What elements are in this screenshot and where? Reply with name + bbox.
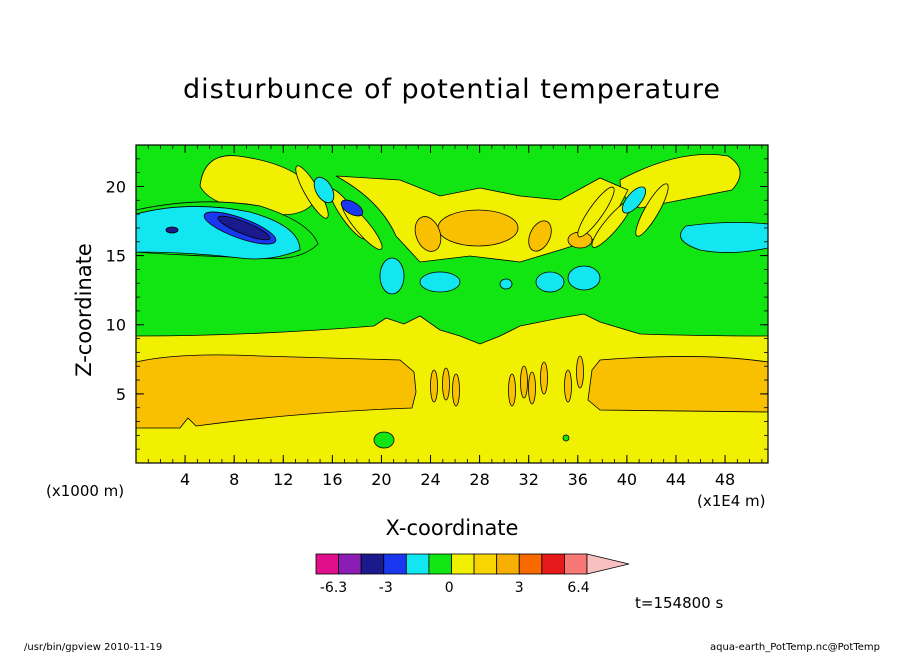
- colorbar-swatch: [405, 553, 430, 575]
- cyan-cell: [535, 271, 565, 293]
- colorbar-swatch: [338, 553, 362, 575]
- orange-streak: [540, 361, 548, 395]
- orange-streak: [452, 373, 460, 407]
- colorbar-swatch: [564, 553, 588, 575]
- time-label: t=154800 s: [635, 594, 724, 612]
- x-tick-label: 24: [420, 470, 440, 489]
- x-tick-label: 44: [666, 470, 686, 489]
- x-tick-label: 8: [229, 470, 239, 489]
- x-tick-label: 20: [371, 470, 391, 489]
- y-tick-label: 5: [116, 385, 126, 404]
- plot-frame: [135, 144, 769, 464]
- band-lower-yellow: [136, 313, 768, 463]
- cyan-right: [680, 222, 768, 253]
- green-blob: [373, 431, 395, 449]
- orange-streak: [576, 355, 584, 389]
- colorbar-swatch: [383, 553, 407, 575]
- footer-program-date: /usr/bin/gpview 2010-11-19: [24, 642, 163, 653]
- cyan-cell: [499, 278, 513, 290]
- x-tick-label: 40: [617, 470, 637, 489]
- colorbar-swatch: [473, 553, 498, 575]
- colorbar: -6.3 -3 0 3 6.4: [315, 553, 630, 596]
- y-axis-label: Z-coordinate: [72, 243, 96, 377]
- cyan-cell: [419, 271, 461, 293]
- x-tick-label: 36: [568, 470, 588, 489]
- colorbar-label: 0: [445, 580, 454, 596]
- orange-streak: [528, 371, 536, 405]
- cyan-cell: [379, 257, 405, 295]
- x-axis-label: X-coordinate: [385, 516, 519, 540]
- band-lower-orange-right: [587, 356, 768, 413]
- x-axis-unit: (x1E4 m): [697, 492, 766, 510]
- upper-core-orange-l: [414, 216, 442, 252]
- y-tick-label: 20: [106, 177, 126, 196]
- orange-streak: [564, 369, 572, 403]
- colorbar-swatch: [428, 553, 452, 575]
- orange-streak: [442, 367, 450, 401]
- colorbar-swatch: [360, 553, 385, 575]
- green-dot: [562, 434, 570, 442]
- yellow-streak: [577, 186, 615, 238]
- orange-streak: [508, 373, 516, 407]
- chart-title: disturbunce of potential temperature: [183, 74, 721, 105]
- colorbar-swatch: [451, 553, 475, 575]
- cyan-streak-upper: [313, 176, 335, 204]
- y-axis-unit: (x1000 m): [46, 482, 125, 500]
- colorbar-label: -6.3: [320, 580, 347, 596]
- x-tick-label: 4: [180, 470, 190, 489]
- footer-source-file: aqua-earth_PotTemp.nc@PotTemp: [710, 642, 880, 653]
- blue-spot-upper: [340, 199, 364, 217]
- colorbar-swatch: [496, 553, 520, 575]
- navy-left-small: [165, 226, 179, 234]
- colorbar-swatch: [315, 553, 339, 575]
- x-tick-label: 48: [715, 470, 735, 489]
- band-lower-orange-left: [136, 354, 417, 429]
- colorbar-swatch: [518, 553, 543, 575]
- cyan-streak-right: [622, 186, 646, 214]
- y-tick-label: 10: [106, 316, 126, 335]
- y-tick-label: 15: [106, 247, 126, 266]
- x-tick-label: 32: [519, 470, 539, 489]
- x-tick-label: 12: [273, 470, 293, 489]
- navy-left: [217, 215, 271, 241]
- upper-core-orange: [437, 209, 519, 247]
- colorbar-label: 6.4: [567, 580, 589, 596]
- yellow-streak: [635, 183, 669, 237]
- orange-streak: [430, 369, 438, 403]
- orange-streak: [520, 365, 528, 399]
- x-tick-label: 28: [469, 470, 489, 489]
- contour-field: [136, 145, 768, 463]
- x-tick-label: 16: [322, 470, 342, 489]
- colorbar-label: -3: [379, 580, 393, 596]
- cyan-cell: [567, 265, 601, 291]
- colorbar-swatch: [541, 553, 565, 575]
- upper-core-orange-r: [528, 220, 552, 252]
- colorbar-arrow: [586, 553, 630, 575]
- colorbar-label: 3: [515, 580, 524, 596]
- cyan-left: [136, 206, 301, 260]
